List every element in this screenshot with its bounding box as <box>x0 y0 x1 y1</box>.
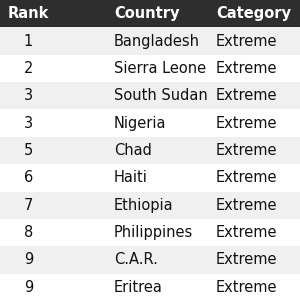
Text: Extreme: Extreme <box>216 225 278 240</box>
Text: Extreme: Extreme <box>216 143 278 158</box>
Text: Nigeria: Nigeria <box>114 116 166 131</box>
Text: 6: 6 <box>24 170 33 185</box>
Text: Country: Country <box>114 6 179 21</box>
Text: Eritrea: Eritrea <box>114 280 163 295</box>
Bar <box>0 246 300 274</box>
Bar <box>0 0 300 27</box>
Text: 5: 5 <box>24 143 33 158</box>
Text: Bangladesh: Bangladesh <box>114 33 200 48</box>
Text: Extreme: Extreme <box>216 33 278 48</box>
Text: 1: 1 <box>24 33 33 48</box>
Text: Ethiopia: Ethiopia <box>114 198 174 213</box>
Text: Extreme: Extreme <box>216 198 278 213</box>
Text: Extreme: Extreme <box>216 88 278 103</box>
Text: 3: 3 <box>24 116 33 131</box>
Text: 3: 3 <box>24 88 33 103</box>
Text: 7: 7 <box>24 198 33 213</box>
Text: 2: 2 <box>24 61 33 76</box>
Bar <box>0 110 300 137</box>
Text: Sierra Leone: Sierra Leone <box>114 61 206 76</box>
Text: South Sudan: South Sudan <box>114 88 208 103</box>
Bar <box>0 274 300 301</box>
Text: Extreme: Extreme <box>216 61 278 76</box>
Bar <box>0 137 300 164</box>
Text: Extreme: Extreme <box>216 170 278 185</box>
Text: Extreme: Extreme <box>216 116 278 131</box>
Bar <box>0 164 300 191</box>
Text: Rank: Rank <box>8 6 49 21</box>
Bar <box>0 55 300 82</box>
Bar <box>0 82 300 110</box>
Text: C.A.R.: C.A.R. <box>114 253 158 268</box>
Text: 9: 9 <box>24 280 33 295</box>
Text: 9: 9 <box>24 253 33 268</box>
Bar <box>0 191 300 219</box>
Bar <box>0 219 300 246</box>
Text: 8: 8 <box>24 225 33 240</box>
Text: Extreme: Extreme <box>216 253 278 268</box>
Text: Chad: Chad <box>114 143 152 158</box>
Text: Category: Category <box>216 6 291 21</box>
Text: Extreme: Extreme <box>216 280 278 295</box>
Bar <box>0 27 300 55</box>
Text: Haiti: Haiti <box>114 170 148 185</box>
Text: Philippines: Philippines <box>114 225 193 240</box>
